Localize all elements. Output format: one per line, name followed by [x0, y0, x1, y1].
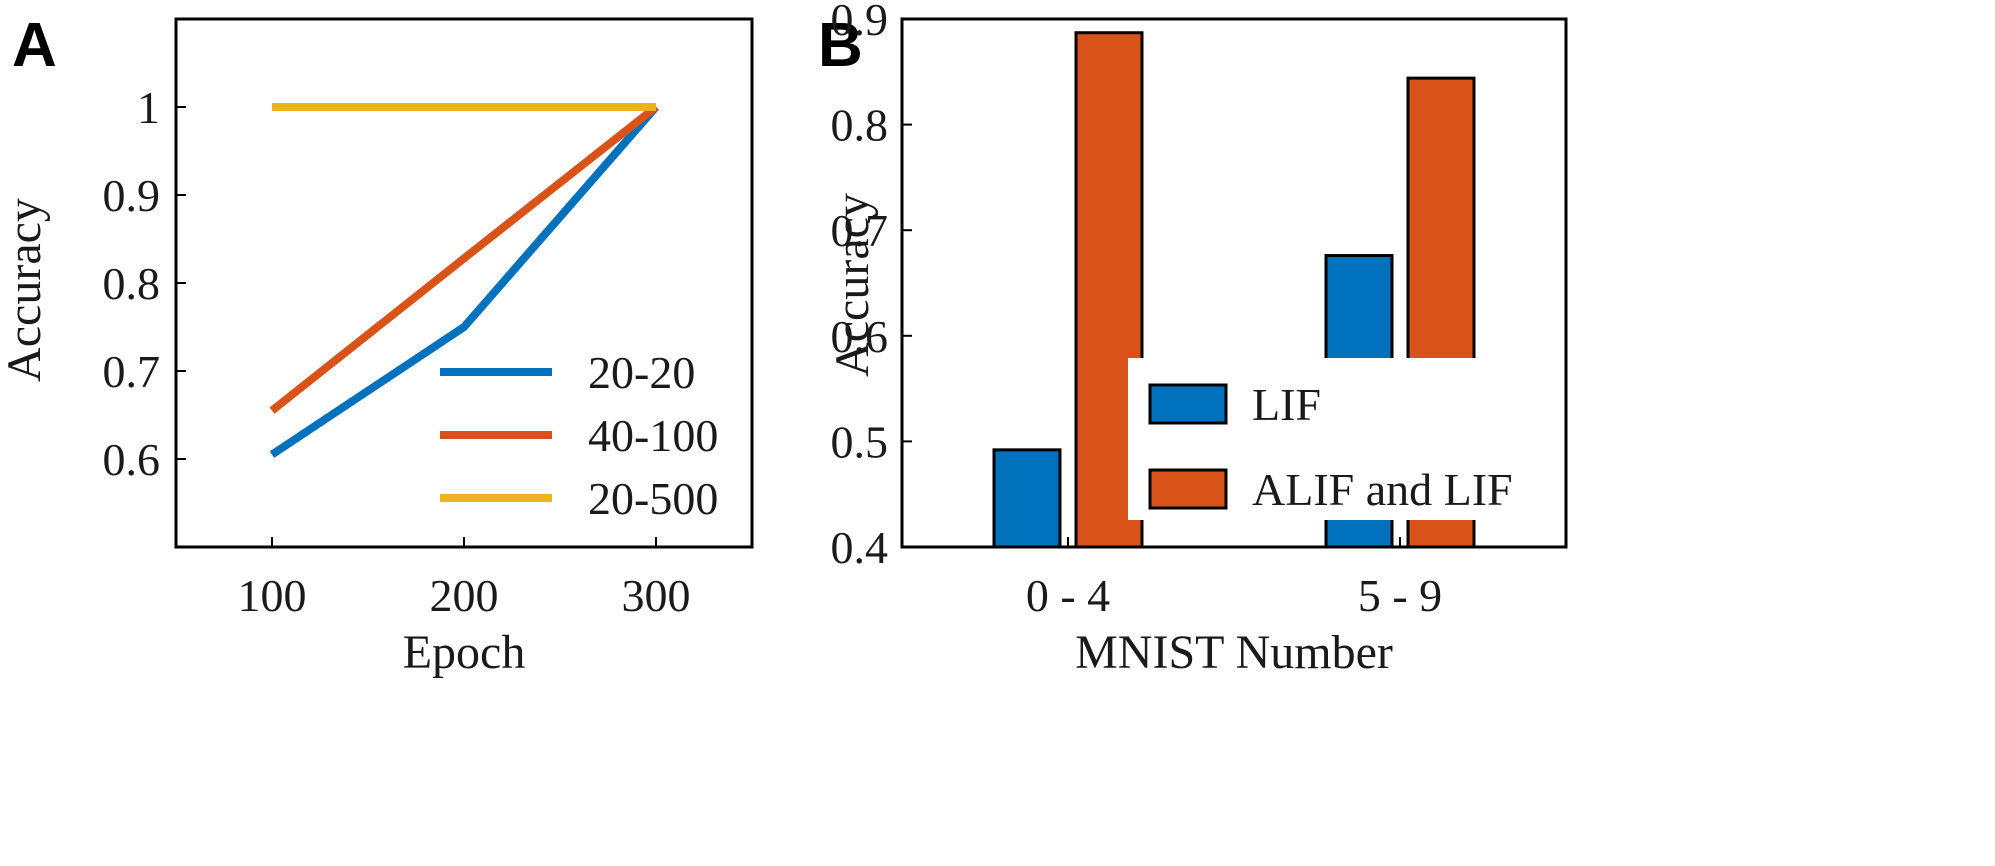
panel-b-legend: LIF ALIF and LIF: [1148, 379, 1513, 515]
panel-b-letter: B: [818, 11, 863, 80]
series-line-20-20: [269, 104, 660, 458]
x-tick-label: 300: [622, 570, 691, 621]
panel-a-plot-frame: [174, 17, 754, 549]
y-tick-label: 0.4: [831, 522, 889, 573]
panel-b-x-ticks: 0 - 4 5 - 9: [1026, 537, 1442, 621]
x-tick-label: 0 - 4: [1026, 570, 1110, 621]
panel-b-x-axis-label: MNIST Number: [1075, 626, 1393, 679]
y-tick-label: 0.9: [103, 170, 161, 221]
y-tick-label: 0.6: [103, 434, 161, 485]
panel-b-plot-frame: [900, 17, 1568, 549]
panel-b-chart: 0.4 0.5 0.6 0.7 0.8 0.9 0 - 4 5 - 9 LIF ALIF an…: [826, 0, 1568, 679]
y-tick-label: 1: [137, 82, 160, 133]
x-tick-label: 200: [430, 570, 499, 621]
legend-label-ALIF and LIF: ALIF and LIF: [1252, 464, 1513, 515]
y-tick-label: 0.7: [103, 346, 161, 397]
panel-b-y-axis-label: Accuracy: [826, 193, 879, 377]
y-tick-label: 0.7: [831, 205, 889, 256]
panel-a-y-axis-label: Accuracy: [0, 198, 51, 382]
panel-a-y-ticks: 0.6 0.7 0.8 0.9 1: [103, 82, 186, 485]
bar-LIF-0 - 4: [992, 448, 1062, 549]
panel-b-y-ticks: 0.4 0.5 0.6 0.7 0.8 0.9: [831, 0, 912, 573]
panel-a-series-lines: [269, 103, 660, 458]
x-tick-label: 5 - 9: [1358, 570, 1442, 621]
legend-swatch-ALIF and LIF: [1148, 468, 1228, 510]
legend-label-40-100: 40-100: [588, 410, 718, 461]
series-line-40-100: [269, 103, 659, 414]
legend-label-20-20: 20-20: [588, 347, 695, 398]
panel-a-legend: 20-20 40-100 20-500: [440, 347, 718, 524]
panel-a-chart: 0.6 0.7 0.8 0.9 1 100 200 300 20-20 40-100 20-50…: [0, 17, 754, 679]
panel-a-x-ticks: 100 200 300: [238, 537, 691, 621]
legend-label-20-500: 20-500: [588, 473, 718, 524]
legend-swatch-LIF: [1148, 383, 1228, 425]
y-tick-label: 0.9: [831, 0, 889, 45]
legend-label-LIF: LIF: [1252, 379, 1321, 430]
panel-a-x-axis-label: Epoch: [403, 626, 526, 679]
y-tick-label: 0.6: [831, 311, 889, 362]
panel-a-letter: A: [12, 11, 57, 80]
x-tick-label: 100: [238, 570, 307, 621]
y-tick-label: 0.5: [831, 416, 889, 467]
y-tick-label: 0.8: [103, 258, 161, 309]
y-tick-label: 0.8: [831, 100, 889, 151]
